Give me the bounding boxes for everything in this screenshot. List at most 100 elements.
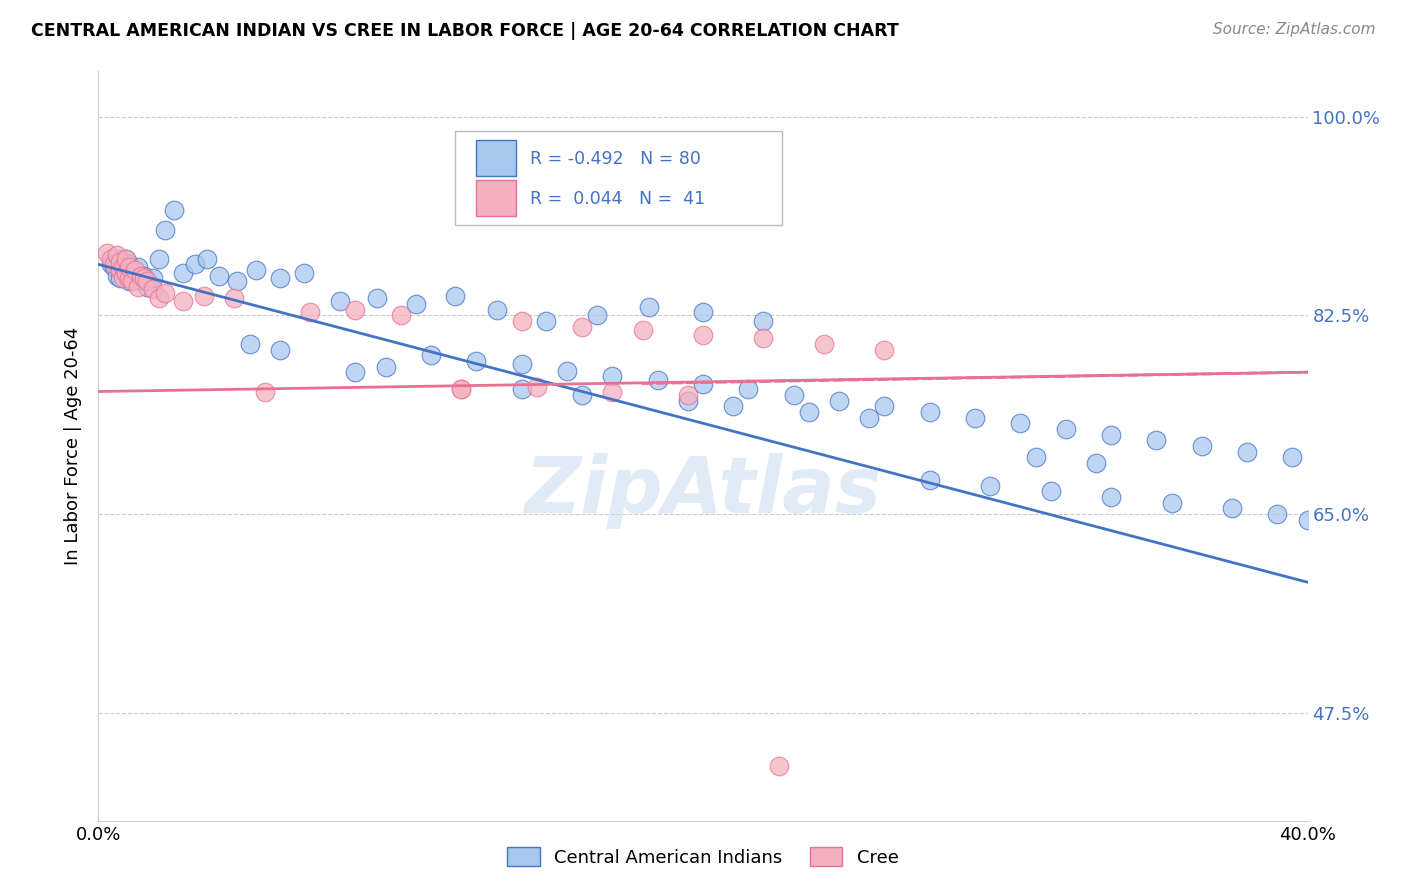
Point [114,252,136,266]
Point [1267,507,1289,521]
Point [148,292,170,306]
Point [858,410,880,425]
Point [114,252,136,266]
Point [193,289,215,303]
Point [1024,450,1046,465]
Point [586,309,609,323]
Point [768,759,790,773]
Point [1039,484,1062,499]
Point [118,257,141,271]
Point [1220,501,1243,516]
Point [172,293,194,308]
Point [465,354,488,368]
Point [737,382,759,396]
Point [692,376,714,391]
Point [127,280,149,294]
Point [135,274,157,288]
Point [783,388,806,402]
Point [108,255,131,269]
Point [873,399,896,413]
Point [571,388,593,402]
Point [124,267,146,281]
Point [105,248,128,262]
Point [602,368,624,383]
Point [135,280,157,294]
Point [132,268,155,283]
Y-axis label: In Labor Force | Age 20-64: In Labor Force | Age 20-64 [65,326,83,566]
Bar [475,180,516,216]
Point [108,271,131,285]
Point [100,257,122,271]
Point [114,267,136,281]
Point [299,305,322,319]
Point [1010,417,1032,431]
Point [534,314,557,328]
Point [752,331,775,345]
Point [163,202,186,217]
Point [239,336,262,351]
Point [105,255,128,269]
Point [108,263,131,277]
Point [510,357,533,371]
Point [374,359,396,374]
Point [132,271,155,285]
Point [450,382,472,396]
Point [1054,422,1077,436]
Point [752,314,775,328]
Point [420,348,443,362]
Point [602,384,624,399]
Point [148,252,170,266]
Point [450,382,472,396]
Point [195,252,218,266]
Point [142,282,165,296]
Point [1191,439,1213,453]
Point [797,405,820,419]
Point [124,263,146,277]
Point [486,302,509,317]
Point [103,260,125,274]
Point [676,388,699,402]
Point [1099,427,1122,442]
Point [1160,496,1182,510]
Point [965,410,987,425]
Point [1281,450,1303,465]
Legend: Central American Indians, Cree: Central American Indians, Cree [501,840,905,874]
Point [692,305,714,319]
Point [118,260,141,274]
Point [153,285,176,300]
Point [344,302,367,317]
Point [637,301,659,315]
Point [121,274,143,288]
Point [1085,456,1108,470]
Point [184,257,207,271]
Point [111,271,134,285]
Text: R = -0.492   N = 80: R = -0.492 N = 80 [530,150,702,168]
Point [208,268,231,283]
Point [121,271,143,285]
FancyBboxPatch shape [456,131,782,225]
Point [118,274,141,288]
Point [269,271,291,285]
Point [526,380,548,394]
Point [828,393,851,408]
Point [253,384,276,399]
Text: R =  0.044   N =  41: R = 0.044 N = 41 [530,189,706,208]
Point [444,289,467,303]
Point [389,309,412,323]
Bar [475,140,516,176]
Point [1296,513,1319,527]
Point [1236,444,1258,458]
Point [405,297,427,311]
Point [127,260,149,274]
Text: Source: ZipAtlas.com: Source: ZipAtlas.com [1212,22,1375,37]
Point [111,260,134,274]
Point [96,246,118,260]
Text: CENTRAL AMERICAN INDIAN VS CREE IN LABOR FORCE | AGE 20-64 CORRELATION CHART: CENTRAL AMERICAN INDIAN VS CREE IN LABOR… [31,22,898,40]
Point [344,365,367,379]
Point [366,292,388,306]
Point [269,343,291,357]
Point [245,263,267,277]
Point [226,274,249,288]
Point [172,267,194,281]
Point [1144,434,1167,448]
